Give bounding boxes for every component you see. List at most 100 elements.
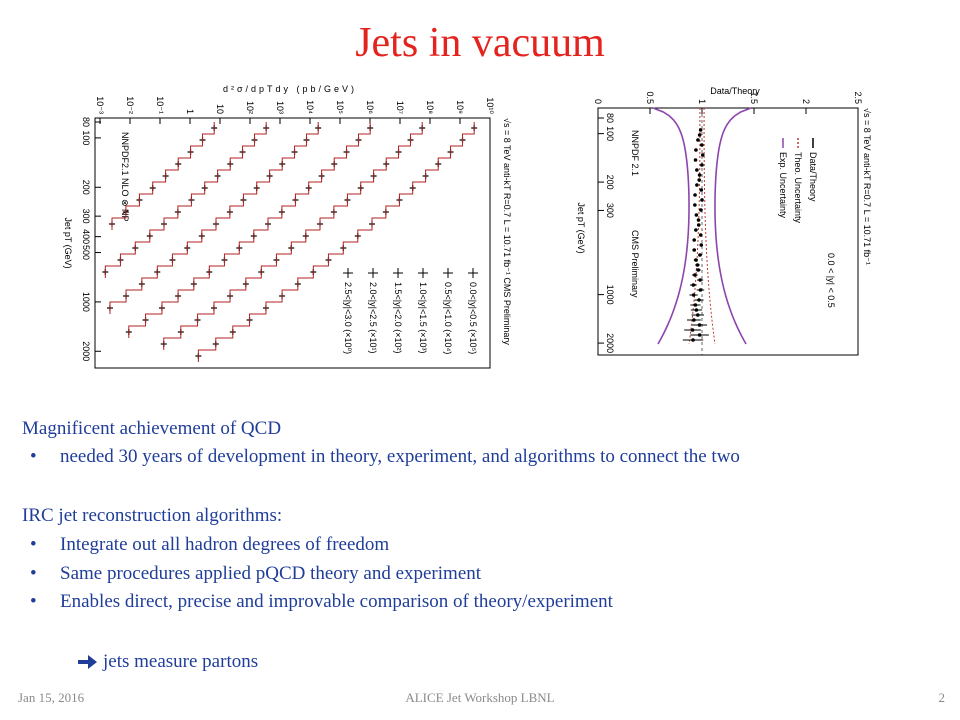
slide-title: Jets in vacuum: [355, 20, 605, 66]
data-point: [700, 153, 705, 157]
theory-label: NNPDF2.1 NLO ⊗ NP: [120, 132, 130, 222]
data-point: [696, 138, 700, 142]
conclusion: jets measure partons: [102, 651, 258, 672]
data-point: [693, 193, 697, 197]
y-tick-label: 1: [697, 99, 707, 104]
legend-label: 2.0<|y|<2.5 (×10¹): [368, 282, 378, 353]
heading: Magnificent achievement of QCD: [22, 418, 281, 439]
data-point: [699, 188, 704, 192]
y-tick-label: 1.5: [749, 91, 759, 104]
x-axis-title: Jet pT (GeV): [63, 217, 73, 268]
bullet-text: Enables direct, precise and improvable c…: [60, 591, 614, 612]
y-tick-label: 10⁹: [455, 100, 465, 114]
data-point: [693, 273, 697, 277]
data-point: [694, 308, 699, 312]
footer-event: ALICE Jet Workshop LBNL: [405, 690, 554, 705]
y-tick-label: 10¹⁰: [485, 97, 495, 114]
x-tick-label: 80: [605, 113, 615, 123]
arrow-icon: [78, 655, 97, 669]
x-tick-label: 2000: [605, 333, 615, 353]
bullet: •: [30, 591, 37, 612]
theory-curve: [104, 122, 267, 278]
data-point: [698, 128, 703, 132]
legend-label: Data/Theory: [808, 152, 818, 202]
data-point: [693, 203, 697, 207]
theory-curve: [109, 122, 319, 314]
data-point: [695, 168, 699, 172]
data-point: [695, 183, 699, 187]
data-point: [698, 233, 703, 237]
header: √s = 8 TeV anti-kT R=0.7 L = 10.71 fb⁻¹ …: [502, 118, 512, 345]
bullet: •: [30, 534, 37, 555]
legend-label: 0.0<|y|<0.5 (×10⁵): [468, 282, 478, 354]
legend-label: 1.0<|y|<1.5 (×10³): [418, 282, 428, 353]
heading: IRC jet reconstruction algorithms:: [22, 505, 282, 526]
bullet-text: needed 30 years of development in theory…: [60, 446, 740, 467]
x-tick-label: 200: [81, 180, 91, 195]
x-tick-label: 1000: [81, 292, 91, 312]
x-tick-label: 1000: [605, 285, 615, 305]
theory-curve: [128, 122, 371, 338]
data-point: [698, 288, 703, 292]
data-point: [692, 318, 696, 322]
data-point: [691, 338, 695, 342]
y-tick-label: 10⁶: [365, 100, 375, 114]
data-point: [692, 238, 696, 242]
y-tick-label: 10⁵: [335, 100, 345, 114]
y-tick-label: 10²: [245, 101, 255, 114]
y-tick-label: 0.5: [645, 91, 655, 104]
y-tick-label: 10⁻²: [125, 96, 135, 114]
plot-frame: [597, 107, 859, 356]
theory-curve: [197, 122, 475, 362]
data-point: [690, 328, 695, 332]
y-tick-label: 10⁻³: [95, 96, 105, 114]
data-point: [694, 258, 698, 262]
data-point: [693, 303, 698, 307]
theo-uncertainty: [703, 108, 716, 345]
legend-label: Theo. Uncertainty: [793, 152, 803, 224]
data-point: [699, 243, 704, 247]
y-tick-label: 10: [215, 104, 225, 114]
data-point: [694, 228, 698, 232]
data-point: [693, 158, 698, 162]
bullet-text: Same procedures applied pQCD theory and …: [60, 563, 482, 584]
data-point: [696, 313, 700, 317]
y-axis-title: d²σ/dpTdy (pb/GeV): [223, 84, 357, 94]
data-point: [699, 208, 703, 212]
experiment-label: CMS Preliminary: [630, 230, 640, 298]
data-point: [697, 173, 702, 177]
data-point: [695, 263, 700, 267]
data-point: [698, 278, 702, 282]
legend-label: Exp. Uncertainty: [778, 152, 788, 219]
data-point: [696, 218, 701, 222]
data-point: [696, 223, 701, 227]
bullet: •: [30, 446, 37, 467]
data-point: [697, 178, 701, 182]
x-tick-label: 300: [605, 203, 615, 218]
data-point: [700, 198, 704, 202]
exp-uncertainty: [714, 107, 752, 345]
data-point: [698, 253, 702, 257]
data-point: [697, 323, 702, 327]
theory-curve: [163, 122, 423, 350]
data-point: [697, 133, 702, 137]
legend-label: 1.5<|y|<2.0 (×10²): [393, 282, 403, 353]
footer-date: Jan 15, 2016: [18, 690, 85, 705]
data-point: [697, 333, 702, 337]
data-point: [691, 293, 696, 297]
data-point: [692, 248, 697, 252]
header: √s = 8 TeV anti-kT R=0.7 L = 10.71 fb⁻¹: [862, 108, 872, 265]
x-tick-label: 400: [81, 229, 91, 244]
y-tick-label: 0: [593, 99, 603, 104]
x-tick-label: 300: [81, 209, 91, 224]
bullet: •: [30, 563, 37, 584]
x-tick-label: 100: [81, 130, 91, 145]
x-tick-label: 2000: [81, 341, 91, 361]
y-tick-label: 10⁷: [395, 101, 405, 114]
data-point: [700, 163, 704, 167]
x-tick-label: 100: [605, 126, 615, 141]
y-tick-label: 10³: [275, 101, 285, 114]
y-tick-label: 10⁻¹: [155, 96, 165, 114]
bullet-text: Integrate out all hadron degrees of free…: [60, 534, 389, 555]
